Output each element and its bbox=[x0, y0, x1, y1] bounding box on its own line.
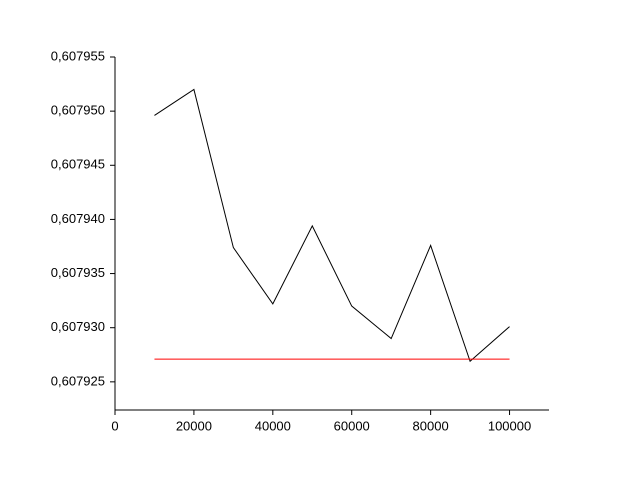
y-tick-label: 0,607940 bbox=[51, 211, 105, 226]
y-tick-label: 0,607925 bbox=[51, 373, 105, 388]
x-tick-label: 100000 bbox=[488, 418, 531, 433]
x-tick-label: 0 bbox=[111, 418, 118, 433]
y-tick-label: 0,607950 bbox=[51, 103, 105, 118]
y-tick-label: 0,607955 bbox=[51, 48, 105, 63]
x-tick-label: 80000 bbox=[413, 418, 449, 433]
y-tick-label: 0,607930 bbox=[51, 319, 105, 334]
series-line bbox=[154, 88, 510, 363]
y-tick-label: 0,607935 bbox=[51, 265, 105, 280]
y-tick-label: 0,607945 bbox=[51, 157, 105, 172]
x-tick-label: 60000 bbox=[334, 418, 370, 433]
x-tick-label: 40000 bbox=[255, 418, 291, 433]
x-tick-label: 20000 bbox=[176, 418, 212, 433]
